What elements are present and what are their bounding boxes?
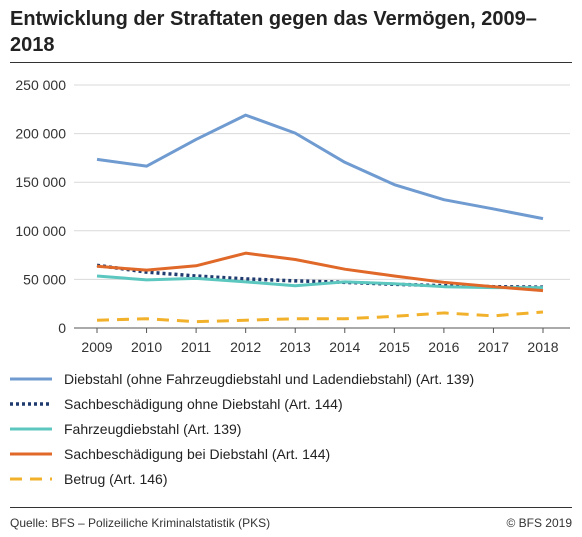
- legend-label: Sachbeschädigung bei Diebstahl (Art. 144…: [64, 445, 331, 462]
- legend-item: Sachbeschädigung bei Diebstahl (Art. 144…: [10, 441, 570, 466]
- x-axis-ticks: 2009 2010 2011 2012 2013 2014 2015 2016 2017 2018: [81, 328, 559, 355]
- legend-label: Betrug (Art. 146): [64, 470, 168, 487]
- legend-item: Sachbeschädigung ohne Diebstahl (Art. 14…: [10, 391, 570, 416]
- x-tick-label: 2010: [131, 339, 162, 355]
- legend-label: Fahrzeugdiebstahl (Art. 139): [64, 420, 242, 437]
- legend-swatch: [10, 427, 52, 430]
- legend-swatch: [10, 377, 52, 380]
- x-tick-label: 2013: [280, 339, 311, 355]
- series-line-3: [96, 274, 543, 290]
- legend: Diebstahl (ohne Fahrzeugdiebstahl und La…: [10, 366, 570, 491]
- x-tick-label: 2016: [428, 339, 459, 355]
- legend-label: Sachbeschädigung ohne Diebstahl (Art. 14…: [64, 395, 343, 412]
- legend-item: Diebstahl (ohne Fahrzeugdiebstahl und La…: [10, 366, 570, 391]
- line-chart: 0 50 000 100 000 150 000 200 000 250 000 2009…: [15, 77, 570, 355]
- y-tick-label: 150 000: [15, 174, 66, 190]
- x-tick-label: 2014: [329, 339, 360, 355]
- footer-divider: [10, 507, 572, 508]
- series-lines: [96, 113, 544, 324]
- legend-label: Diebstahl (ohne Fahrzeugdiebstahl und La…: [64, 370, 475, 387]
- legend-swatch: [10, 452, 52, 455]
- y-axis-ticks: 0 50 000 100 000 150 000 200 000 250 000: [15, 77, 66, 336]
- copyright-note: © BFS 2019: [506, 516, 572, 530]
- x-tick-label: 2012: [230, 339, 261, 355]
- y-tick-label: 200 000: [15, 126, 66, 142]
- series-line-1: [96, 113, 544, 221]
- chart-title: Entwicklung der Straftaten gegen das Ver…: [10, 8, 537, 56]
- y-tick-label: 100 000: [15, 223, 66, 239]
- grid-lines: [74, 84, 570, 329]
- y-tick-label: 50 000: [23, 271, 66, 287]
- series-line-5: [96, 310, 544, 324]
- legend-swatch: [10, 401, 52, 406]
- x-tick-label: 2017: [478, 339, 509, 355]
- x-tick-label: 2009: [81, 339, 112, 355]
- source-note: Quelle: BFS – Polizeiliche Kriminalstati…: [10, 516, 271, 530]
- x-tick-label: 2011: [181, 339, 211, 355]
- title-divider: [10, 62, 572, 63]
- x-tick-label: 2018: [527, 339, 558, 355]
- legend-item: Betrug (Art. 146): [10, 466, 570, 491]
- x-tick-label: 2015: [379, 339, 410, 355]
- series-line-4: [96, 251, 544, 293]
- y-tick-label: 0: [58, 320, 66, 336]
- y-tick-label: 250 000: [15, 77, 66, 93]
- legend-swatch: [10, 477, 52, 480]
- legend-item: Fahrzeugdiebstahl (Art. 139): [10, 416, 570, 441]
